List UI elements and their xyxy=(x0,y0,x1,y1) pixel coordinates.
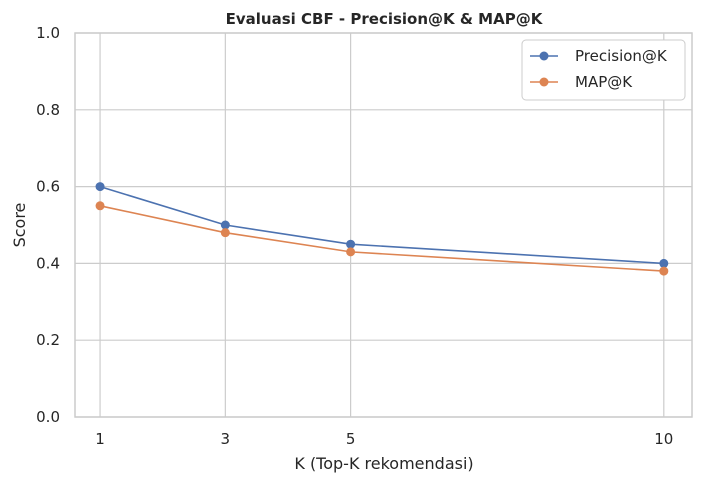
series-map-k xyxy=(95,201,669,276)
data-point xyxy=(346,247,356,257)
legend-entry: Precision@K xyxy=(530,47,668,65)
plot-frame xyxy=(74,32,693,418)
data-point xyxy=(659,258,669,268)
x-tick-label: 1 xyxy=(95,430,105,448)
x-axis-label: K (Top-K rekomendasi) xyxy=(294,454,473,473)
y-tick-label: 0.2 xyxy=(36,331,60,349)
ticks: 1 3 5 10 0.0 0.2 0.4 0.6 0.8 1.0 xyxy=(36,24,673,448)
legend: Precision@K MAP@K xyxy=(521,39,686,101)
x-tick-label: 3 xyxy=(221,430,231,448)
y-tick-label: 0.4 xyxy=(36,254,60,272)
y-tick-label: 0.8 xyxy=(36,101,60,119)
y-tick-label: 1.0 xyxy=(36,24,60,42)
legend-entry: MAP@K xyxy=(530,73,633,91)
series-layer xyxy=(95,182,669,276)
legend-label: MAP@K xyxy=(575,73,633,91)
data-point xyxy=(95,201,105,211)
data-point xyxy=(220,228,230,238)
x-tick-label: 5 xyxy=(346,430,356,448)
data-point xyxy=(95,182,105,192)
legend-label: Precision@K xyxy=(575,47,668,65)
legend-marker xyxy=(539,51,549,61)
legend-box xyxy=(521,39,686,101)
data-point xyxy=(346,239,356,249)
data-point xyxy=(220,220,230,230)
chart-title: Evaluasi CBF - Precision@K & MAP@K xyxy=(226,10,544,28)
x-tick-label: 10 xyxy=(654,430,673,448)
y-axis-label: Score xyxy=(10,203,29,248)
data-point xyxy=(659,266,669,276)
series-line xyxy=(99,205,664,272)
legend-marker xyxy=(539,77,549,87)
y-tick-label: 0.0 xyxy=(36,408,60,426)
series-line xyxy=(99,185,664,265)
y-tick-label: 0.6 xyxy=(36,178,60,196)
series-precision-k xyxy=(95,182,669,268)
